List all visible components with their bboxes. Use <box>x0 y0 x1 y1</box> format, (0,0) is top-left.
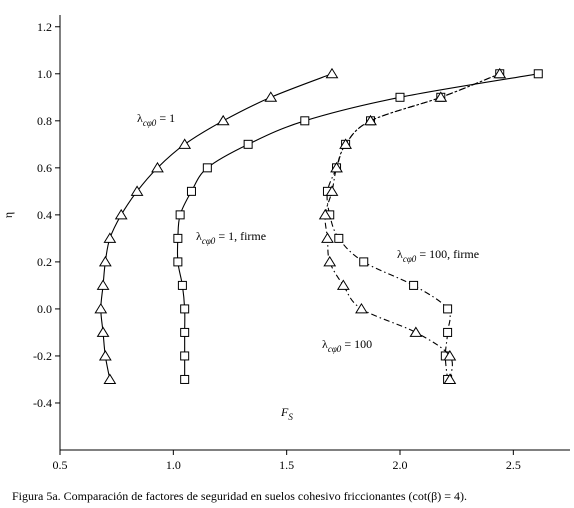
triangle-marker <box>434 91 448 102</box>
triangle-marker <box>103 373 117 384</box>
series-label-symbol: λ <box>196 229 202 243</box>
triangle-marker <box>323 255 337 267</box>
triangle-marker <box>339 138 352 149</box>
triangle-marker <box>443 373 457 384</box>
triangle-marker <box>130 185 144 196</box>
triangle-marker <box>364 114 377 126</box>
square-marker <box>359 257 369 267</box>
x-tick-label: 1.0 <box>166 458 181 472</box>
triangle-marker <box>178 138 192 149</box>
series-label: λcφ0 = 1, firme <box>196 229 266 246</box>
series-label: λcφ0 = 100 <box>322 337 372 354</box>
square-marker <box>443 327 453 337</box>
series-label-text: = 100 <box>341 337 372 351</box>
triangle-marker <box>98 255 112 267</box>
triangle-marker <box>325 185 339 196</box>
triangle-marker <box>103 232 117 243</box>
x-tick-label: 2.0 <box>393 458 408 472</box>
square-marker <box>177 280 187 290</box>
series-line <box>176 73 539 380</box>
x-axis-label-main: F <box>280 405 289 419</box>
square-marker <box>202 163 212 173</box>
triangle-marker <box>443 349 457 361</box>
square-marker <box>173 257 183 267</box>
triangle-marker <box>96 279 110 290</box>
y-tick-label: 0.0 <box>37 302 52 316</box>
triangle-marker <box>355 302 368 314</box>
square-marker <box>175 210 185 220</box>
series-label-sub: cφ0 <box>403 254 417 264</box>
triangle-marker <box>318 208 332 220</box>
square-marker <box>173 233 183 243</box>
series-label: λcφ0 = 1 <box>137 111 175 128</box>
triangle-marker <box>151 161 164 173</box>
series-label-text: = 1, firme <box>215 229 266 243</box>
x-tick-label: 2.5 <box>506 458 521 472</box>
square-marker <box>180 351 190 361</box>
triangle-marker <box>321 232 334 243</box>
triangle-marker <box>493 67 507 79</box>
square-marker <box>180 304 190 314</box>
triangle-marker <box>98 349 112 361</box>
triangle-marker <box>114 208 128 220</box>
series-line <box>100 73 333 380</box>
series-label-symbol: λ <box>397 247 403 261</box>
square-marker <box>395 92 405 102</box>
triangle-marker <box>336 279 350 290</box>
y-tick-label: 0.6 <box>37 161 52 175</box>
series-label-sub: cφ0 <box>202 236 216 246</box>
triangle-marker <box>216 114 230 126</box>
triangle-marker <box>94 302 108 314</box>
square-marker <box>186 186 196 196</box>
series-label-sub: cφ0 <box>143 118 157 128</box>
triangle-marker <box>264 91 278 102</box>
y-tick-label: 0.8 <box>37 114 52 128</box>
square-marker <box>180 327 190 337</box>
series-label-text: = 1 <box>156 111 175 125</box>
y-tick-label: -0.2 <box>33 349 52 363</box>
x-tick-label: 1.5 <box>279 458 294 472</box>
x-axis-label: FS <box>280 405 293 422</box>
series-label-symbol: λ <box>137 111 143 125</box>
caption: Figura 5a. Comparación de factores de se… <box>12 489 467 503</box>
square-marker <box>300 116 310 126</box>
square-marker <box>533 69 543 79</box>
square-marker <box>334 233 344 243</box>
square-marker <box>409 280 419 290</box>
square-marker <box>180 374 190 384</box>
series-label: λcφ0 = 100, firme <box>397 247 479 264</box>
y-tick-label: 1.2 <box>37 20 52 34</box>
triangle-marker <box>330 161 343 173</box>
triangle-marker <box>325 67 339 79</box>
y-tick-label: 0.4 <box>37 208 52 222</box>
y-tick-label: 1.0 <box>37 67 52 81</box>
y-axis-label: η <box>1 212 15 218</box>
series-label-sub: cφ0 <box>328 344 342 354</box>
y-tick-label: 0.2 <box>37 255 52 269</box>
triangle-marker <box>96 326 110 337</box>
triangle-marker <box>409 326 423 337</box>
square-marker <box>243 139 253 149</box>
square-marker <box>443 304 453 314</box>
y-tick-label: -0.4 <box>33 396 52 410</box>
x-tick-label: 0.5 <box>53 458 68 472</box>
x-axis-label-sub: S <box>288 412 293 422</box>
series-label-symbol: λ <box>322 337 328 351</box>
series-label-text: = 100, firme <box>416 247 479 261</box>
